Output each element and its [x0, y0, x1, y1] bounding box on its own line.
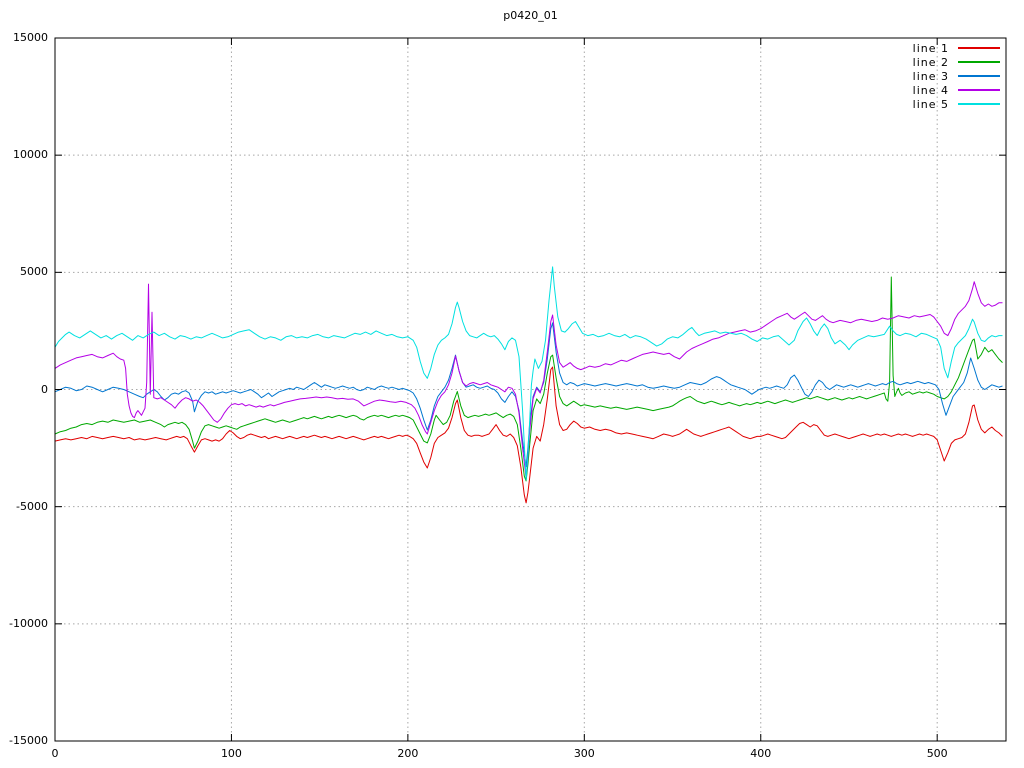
chart-title: p0420_01 — [503, 9, 558, 22]
legend-label: line 5 — [912, 97, 949, 111]
y-tick-label: -5000 — [16, 499, 48, 513]
legend-label: line 3 — [912, 69, 949, 83]
series-5-polyline — [54, 266, 1003, 481]
legend-line-swatch — [958, 75, 1000, 77]
legend-item: line 1 — [913, 41, 1000, 55]
y-tick-label: 10000 — [13, 148, 48, 162]
x-tick-label: 400 — [750, 747, 772, 760]
x-tick-label: 500 — [926, 747, 948, 760]
legend-item: line 3 — [913, 69, 1000, 83]
series-4-polyline — [54, 281, 1003, 479]
series-3-polyline — [54, 322, 1003, 468]
legend-line-swatch — [958, 103, 1000, 105]
legend-line-swatch — [958, 89, 1000, 91]
legend-item: line 5 — [913, 97, 1000, 111]
x-tick-label: 200 — [397, 747, 419, 760]
y-tick-label: 0 — [41, 382, 48, 396]
x-tick-label: 0 — [51, 747, 59, 760]
legend-line-swatch — [958, 61, 1000, 63]
legend-line-swatch — [958, 47, 1000, 49]
y-tick-label: 5000 — [20, 265, 48, 279]
legend-label: line 2 — [912, 55, 949, 69]
y-tick-label: 15000 — [13, 31, 48, 44]
y-tick-label: -15000 — [9, 734, 48, 747]
legend-item: line 2 — [913, 55, 1000, 69]
plot-border — [54, 37, 1007, 742]
x-tick-label: 300 — [573, 747, 595, 760]
legend-label: line 1 — [912, 41, 949, 55]
legend-item: line 4 — [913, 83, 1000, 97]
legend-label: line 4 — [912, 83, 949, 97]
legend: line 1 line 2 line 3 line 4 line 5 — [913, 41, 1000, 111]
series-2-polyline — [54, 276, 1003, 482]
series-1-polyline — [54, 366, 1003, 504]
x-tick-label: 100 — [220, 747, 242, 760]
y-tick-label: -10000 — [9, 616, 48, 630]
